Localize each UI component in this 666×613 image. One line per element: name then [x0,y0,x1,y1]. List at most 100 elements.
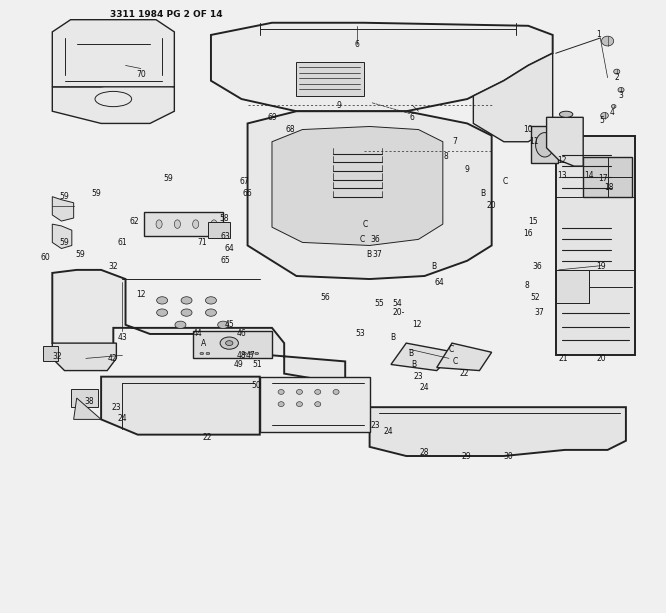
Text: 36: 36 [371,235,380,244]
Text: 43: 43 [118,332,127,341]
Text: 6: 6 [355,40,360,48]
Text: 37: 37 [372,250,382,259]
Text: 45: 45 [224,321,234,329]
Text: 61: 61 [118,238,127,247]
Text: B: B [480,189,485,198]
Text: 20: 20 [597,354,606,363]
Text: 15: 15 [528,216,538,226]
Ellipse shape [157,297,168,304]
Text: 32: 32 [53,352,62,361]
Text: 44: 44 [192,329,202,338]
Text: 3311 1984 PG 2 OF 14: 3311 1984 PG 2 OF 14 [111,10,223,20]
Text: 37: 37 [534,308,544,317]
Ellipse shape [613,69,620,74]
Text: 24: 24 [118,414,127,423]
Text: 9: 9 [465,165,470,173]
Ellipse shape [220,337,238,349]
Text: 42: 42 [107,354,117,363]
Text: 3: 3 [619,91,623,101]
Text: 51: 51 [252,360,262,369]
Text: 30: 30 [504,452,513,460]
Ellipse shape [181,309,192,316]
Ellipse shape [333,389,339,394]
Polygon shape [583,157,632,197]
Text: 10: 10 [523,125,533,134]
Text: 65: 65 [220,256,230,265]
Text: 55: 55 [374,299,384,308]
Text: 23: 23 [371,421,380,430]
Text: 69: 69 [267,113,277,122]
Polygon shape [144,212,223,237]
Text: 22: 22 [202,433,212,442]
Text: 58: 58 [220,213,229,223]
Ellipse shape [618,88,624,93]
Ellipse shape [601,112,608,118]
Polygon shape [531,126,557,163]
Text: 4: 4 [610,108,615,117]
Polygon shape [53,224,72,248]
Text: 12: 12 [136,290,146,299]
Text: B: B [431,262,436,272]
Text: 1: 1 [596,31,601,39]
Text: C: C [449,345,454,354]
Text: 6: 6 [410,113,415,122]
Text: 8: 8 [525,281,529,289]
Text: 13: 13 [557,171,567,180]
Ellipse shape [206,352,210,355]
Ellipse shape [242,352,246,355]
Text: 28: 28 [420,449,430,457]
Text: 24: 24 [420,383,430,392]
Text: B: B [366,250,371,259]
Ellipse shape [601,36,613,46]
Text: 64: 64 [224,244,234,253]
Ellipse shape [278,402,284,406]
Text: 62: 62 [130,216,139,226]
Polygon shape [296,63,364,96]
Text: 24: 24 [383,427,393,436]
Text: 63: 63 [220,232,230,241]
Polygon shape [53,81,174,123]
Text: 14: 14 [585,171,594,180]
Text: 22: 22 [460,369,469,378]
Polygon shape [391,343,455,371]
Polygon shape [101,376,260,435]
Text: 20-: 20- [393,308,405,317]
Text: 16: 16 [523,229,533,238]
Ellipse shape [218,321,228,329]
Ellipse shape [175,321,186,329]
Polygon shape [555,270,589,303]
Text: 59: 59 [91,189,101,198]
Text: 59: 59 [60,192,69,201]
Text: 64: 64 [435,278,445,287]
Text: 23: 23 [112,403,121,412]
Ellipse shape [611,104,616,108]
Text: 18: 18 [604,183,613,192]
Text: 12: 12 [557,156,567,164]
Text: 2: 2 [614,73,619,82]
Text: 32: 32 [109,262,118,272]
Ellipse shape [559,111,573,117]
Polygon shape [71,389,98,407]
Polygon shape [437,343,492,371]
Polygon shape [547,117,583,166]
Text: 11: 11 [529,137,539,147]
Ellipse shape [211,220,217,229]
Ellipse shape [255,352,258,355]
Polygon shape [74,398,101,419]
Polygon shape [43,346,59,362]
Text: 70: 70 [136,70,146,79]
Text: 17: 17 [598,174,607,183]
Ellipse shape [206,309,216,316]
Text: 5: 5 [599,116,604,125]
Ellipse shape [296,389,302,394]
Text: 49: 49 [234,360,243,369]
Polygon shape [53,197,74,221]
Text: 60: 60 [40,253,50,262]
Text: C: C [452,357,458,366]
Ellipse shape [206,297,216,304]
Text: 59: 59 [75,250,85,259]
Text: 38: 38 [84,397,94,406]
Text: 19: 19 [597,262,606,272]
Text: 54: 54 [393,299,402,308]
Text: 20: 20 [487,201,496,210]
